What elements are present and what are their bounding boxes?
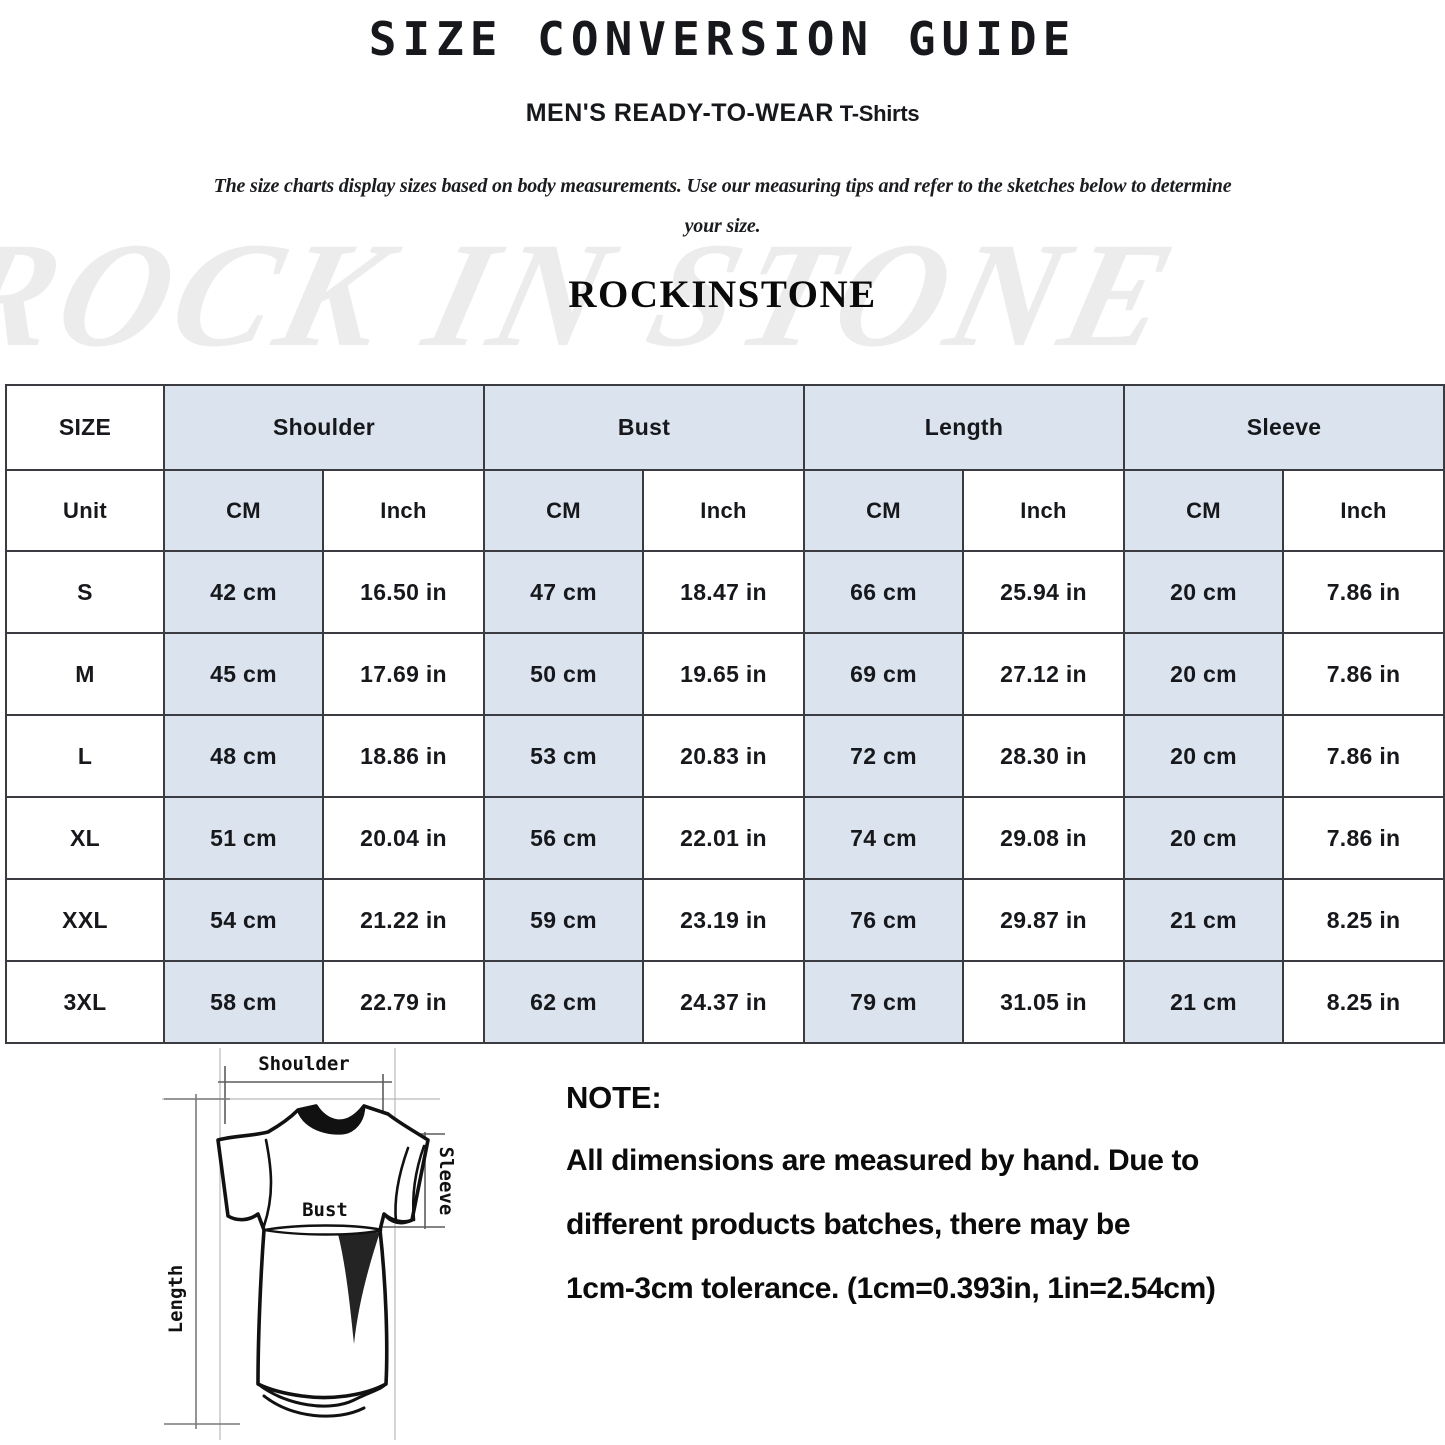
cell-length-cm: 76 cm — [803, 878, 965, 962]
brand-name: ROCKINSTONE — [568, 273, 877, 317]
cell-bust-cm: 62 cm — [483, 960, 645, 1044]
cell-bust-cm: 59 cm — [483, 878, 645, 962]
cell-sleeve-inch: 7.86 in — [1282, 632, 1445, 716]
header-sleeve-inch: Inch — [1282, 469, 1445, 552]
header-length: Length — [803, 384, 1126, 471]
bottom-section: Shoulder Length Sleeve — [0, 1044, 1445, 1445]
subtitle-product: T-Shirts — [839, 101, 920, 127]
cell-sleeve-inch: 7.86 in — [1282, 550, 1445, 634]
header-sleeve-cm: CM — [1123, 469, 1285, 552]
diagram-label-sleeve: Sleeve — [435, 1147, 457, 1216]
note-heading: NOTE: — [566, 1080, 662, 1115]
cell-length-inch: 25.94 in — [962, 550, 1126, 634]
cell-sleeve-cm: 20 cm — [1123, 550, 1285, 634]
page-title: SIZE CONVERSION GUIDE — [368, 12, 1077, 66]
note-line-1: All dimensions are measured by hand. Due… — [566, 1144, 1199, 1177]
cell-bust-inch: 24.37 in — [642, 960, 806, 1044]
table-unit-header-row: Unit CM Inch CM Inch CM Inch CM Inch — [5, 469, 1445, 552]
table-group-header-row: SIZE Shoulder Bust Length Sleeve — [5, 384, 1445, 471]
header-shoulder-cm: CM — [163, 469, 324, 552]
header-length-cm: CM — [803, 469, 965, 552]
header-bust-cm: CM — [483, 469, 645, 552]
cell-length-cm: 79 cm — [803, 960, 965, 1044]
header: SIZE CONVERSION GUIDE MEN'S READY-TO-WEA… — [0, 0, 1445, 128]
header-shoulder-inch: Inch — [321, 469, 486, 552]
cell-sleeve-cm: 21 cm — [1123, 960, 1285, 1044]
diagram-label-length: Length — [165, 1265, 187, 1334]
size-conversion-table: SIZE Shoulder Bust Length Sleeve Unit CM… — [5, 384, 1445, 1044]
cell-length-inch: 31.05 in — [962, 960, 1126, 1044]
cell-bust-inch: 22.01 in — [642, 796, 806, 880]
cell-shoulder-cm: 42 cm — [163, 550, 324, 634]
cell-length-inch: 28.30 in — [962, 714, 1126, 798]
cell-shoulder-inch: 18.86 in — [321, 714, 486, 798]
cell-length-inch: 27.12 in — [962, 632, 1126, 716]
header-unit: Unit — [5, 469, 165, 552]
cell-length-inch: 29.08 in — [962, 796, 1126, 880]
cell-shoulder-inch: 21.22 in — [321, 878, 486, 962]
cell-shoulder-inch: 16.50 in — [321, 550, 486, 634]
table-row: L 48 cm 18.86 in 53 cm 20.83 in 72 cm 28… — [5, 714, 1445, 798]
subtitle: MEN'S READY-TO-WEAR T-Shirts — [0, 99, 1445, 128]
cell-bust-cm: 50 cm — [483, 632, 645, 716]
cell-bust-cm: 56 cm — [483, 796, 645, 880]
table-row: XXL 54 cm 21.22 in 59 cm 23.19 in 76 cm … — [5, 878, 1445, 962]
table-row: M 45 cm 17.69 in 50 cm 19.65 in 69 cm 27… — [5, 632, 1445, 716]
cell-size: L — [5, 714, 165, 798]
note-block: NOTE: All dimensions are measured by han… — [566, 1080, 1416, 1338]
header-sleeve: Sleeve — [1123, 384, 1445, 471]
header-length-inch: Inch — [962, 469, 1126, 552]
cell-shoulder-cm: 51 cm — [163, 796, 324, 880]
cell-sleeve-inch: 7.86 in — [1282, 796, 1445, 880]
subtitle-category: MEN'S READY-TO-WEAR — [525, 99, 834, 128]
cell-size: M — [5, 632, 165, 716]
cell-sleeve-cm: 20 cm — [1123, 632, 1285, 716]
cell-bust-inch: 23.19 in — [642, 878, 806, 962]
cell-length-cm: 69 cm — [803, 632, 965, 716]
cell-shoulder-inch: 22.79 in — [321, 960, 486, 1044]
cell-shoulder-inch: 17.69 in — [321, 632, 486, 716]
cell-bust-cm: 53 cm — [483, 714, 645, 798]
table-row: S 42 cm 16.50 in 47 cm 18.47 in 66 cm 25… — [5, 550, 1445, 634]
header-shoulder: Shoulder — [162, 384, 486, 471]
size-table-container: SIZE Shoulder Bust Length Sleeve Unit CM… — [5, 384, 1445, 1044]
cell-shoulder-inch: 20.04 in — [321, 796, 486, 880]
table-row: XL 51 cm 20.04 in 56 cm 22.01 in 74 cm 2… — [5, 796, 1445, 880]
cell-shoulder-cm: 48 cm — [163, 714, 324, 798]
diagram-label-bust: Bust — [302, 1199, 348, 1221]
cell-sleeve-inch: 7.86 in — [1282, 714, 1445, 798]
cell-shoulder-cm: 58 cm — [163, 960, 324, 1044]
cell-bust-inch: 19.65 in — [642, 632, 806, 716]
cell-sleeve-cm: 21 cm — [1123, 878, 1285, 962]
cell-shoulder-cm: 54 cm — [163, 878, 324, 962]
diagram-label-shoulder: Shoulder — [258, 1053, 350, 1075]
cell-size: XL — [5, 796, 165, 880]
note-line-3: 1cm-3cm tolerance. (1cm=0.393in, 1in=2.5… — [566, 1272, 1216, 1305]
tshirt-measurement-diagram: Shoulder Length Sleeve — [140, 1044, 540, 1445]
cell-length-cm: 66 cm — [803, 550, 965, 634]
cell-length-inch: 29.87 in — [962, 878, 1126, 962]
cell-bust-inch: 18.47 in — [642, 550, 806, 634]
cell-sleeve-inch: 8.25 in — [1282, 960, 1445, 1044]
cell-sleeve-cm: 20 cm — [1123, 796, 1285, 880]
cell-bust-inch: 20.83 in — [642, 714, 806, 798]
description-text: The size charts display sizes based on b… — [213, 175, 1232, 238]
table-row: 3XL 58 cm 22.79 in 62 cm 24.37 in 79 cm … — [5, 960, 1445, 1044]
header-bust-inch: Inch — [642, 469, 806, 552]
note-line-2: different products batches, there may be — [566, 1208, 1131, 1241]
cell-sleeve-inch: 8.25 in — [1282, 878, 1445, 962]
cell-length-cm: 72 cm — [803, 714, 965, 798]
cell-size: 3XL — [5, 960, 165, 1044]
header-size: SIZE — [5, 384, 165, 471]
cell-bust-cm: 47 cm — [483, 550, 645, 634]
header-bust: Bust — [483, 384, 806, 471]
cell-shoulder-cm: 45 cm — [163, 632, 324, 716]
cell-sleeve-cm: 20 cm — [1123, 714, 1285, 798]
cell-size: S — [5, 550, 165, 634]
cell-size: XXL — [5, 878, 165, 962]
cell-length-cm: 74 cm — [803, 796, 965, 880]
